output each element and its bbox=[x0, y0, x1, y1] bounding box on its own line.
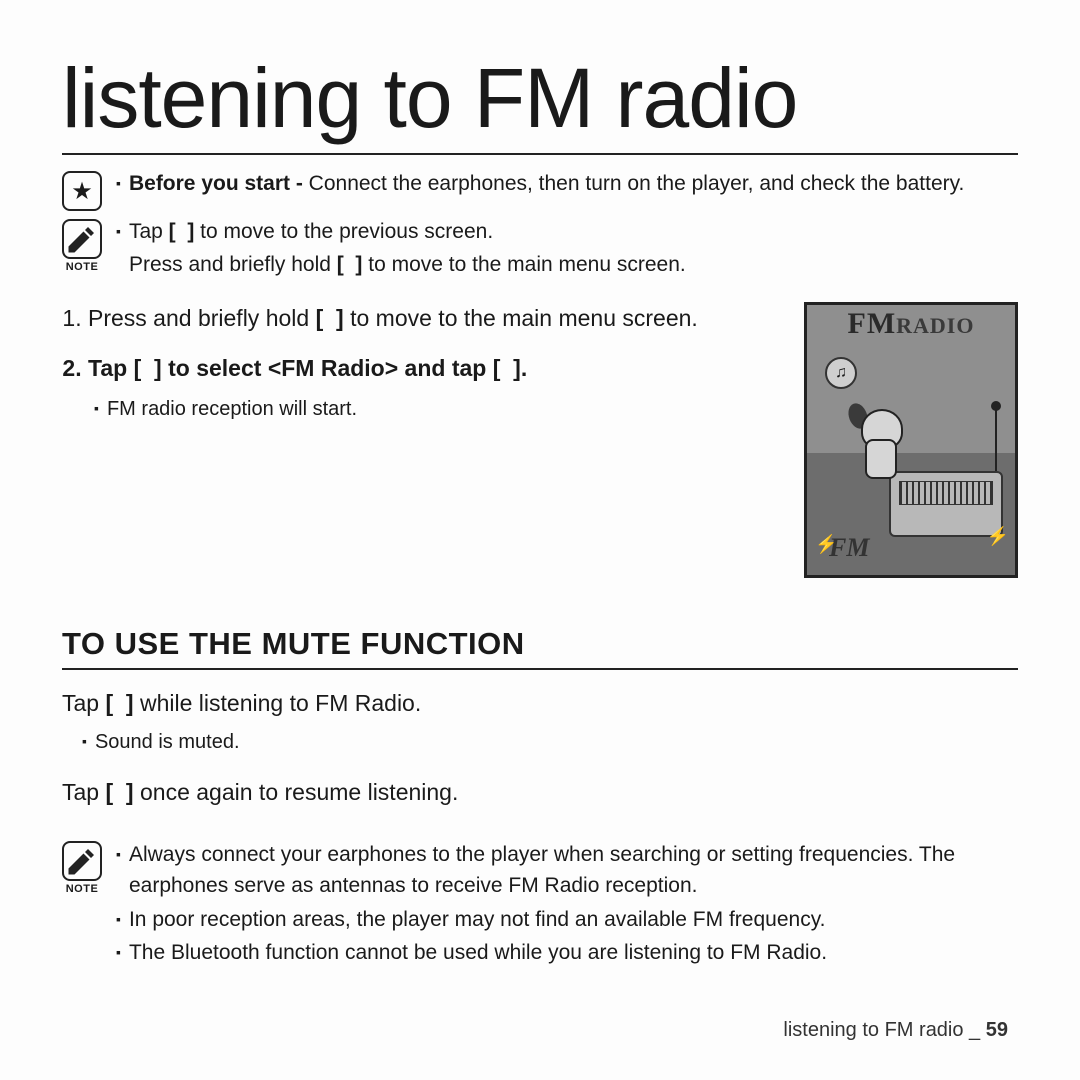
step-2: Tap [ ] to select <FM Radio> and tap [ ]… bbox=[88, 352, 778, 423]
page-footer: listening to FM radio _ 59 bbox=[783, 1019, 1008, 1042]
dog-drawing bbox=[851, 409, 911, 479]
bullet-icon bbox=[116, 839, 121, 902]
footer-bullet-1: Always connect your earphones to the pla… bbox=[129, 839, 1018, 902]
footer-note: NOTE Always connect your earphones to th… bbox=[62, 839, 1018, 971]
note-label: NOTE bbox=[66, 883, 99, 895]
fm-radio-illustration: FMRADIO ♫ FM ⚡ ⚡ bbox=[804, 302, 1018, 578]
footer-bullet-3: The Bluetooth function cannot be used wh… bbox=[129, 937, 827, 969]
navigation-note: NOTE Tap [ ] to move to the previous scr… bbox=[62, 217, 1018, 284]
step-list: Press and briefly hold [ ] to move to th… bbox=[62, 302, 778, 578]
mute-instructions: Tap [ ] while listening to FM Radio. Sou… bbox=[62, 686, 1018, 813]
bullet-icon bbox=[116, 904, 121, 936]
bullet-icon bbox=[82, 727, 87, 757]
manual-page: listening to FM radio Before you start -… bbox=[0, 0, 1080, 1080]
note-label: NOTE bbox=[66, 261, 99, 273]
mute-section-title: TO USE THE MUTE FUNCTION bbox=[62, 626, 1018, 670]
pencil-icon bbox=[62, 219, 102, 259]
step-2-sub: FM radio reception will start. bbox=[107, 395, 357, 424]
page-title: listening to FM radio bbox=[62, 50, 1018, 155]
prerequisite-note: Before you start - Connect the earphones… bbox=[62, 169, 1018, 211]
footer-text: listening to FM radio _ bbox=[783, 1019, 985, 1041]
before-you-start-text: Connect the earphones, then turn on the … bbox=[309, 172, 965, 195]
illustration-fm-label: FM bbox=[848, 307, 897, 340]
footer-bullet-2: In poor reception areas, the player may … bbox=[129, 904, 826, 936]
star-icon bbox=[62, 171, 102, 211]
pencil-icon bbox=[62, 841, 102, 881]
bullet-icon bbox=[116, 169, 121, 199]
bullet-icon bbox=[116, 217, 121, 284]
page-number: 59 bbox=[986, 1019, 1008, 1041]
steps-row: Press and briefly hold [ ] to move to th… bbox=[62, 302, 1018, 578]
mute-result: Sound is muted. bbox=[95, 727, 240, 757]
bullet-icon bbox=[116, 937, 121, 969]
music-note-icon: ♫ bbox=[825, 357, 857, 389]
bullet-icon bbox=[94, 395, 99, 424]
bolt-icon: ⚡ bbox=[815, 534, 837, 555]
before-you-start-label: Before you start - bbox=[129, 172, 309, 195]
step-1: Press and briefly hold [ ] to move to th… bbox=[88, 302, 778, 338]
bolt-icon: ⚡ bbox=[987, 526, 1009, 547]
illustration-radio-label: RADIO bbox=[896, 313, 974, 338]
